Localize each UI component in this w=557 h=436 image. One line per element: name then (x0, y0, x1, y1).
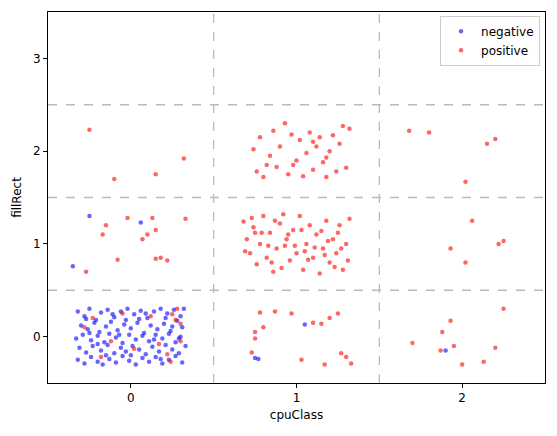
svg-text:positive: positive (481, 44, 528, 58)
svg-text:0: 0 (33, 330, 41, 344)
svg-text:cpuClass: cpuClass (270, 408, 323, 422)
svg-text:fillRect: fillRect (10, 177, 24, 218)
svg-text:1: 1 (293, 391, 301, 405)
svg-text:0: 0 (127, 391, 135, 405)
svg-text:3: 3 (33, 52, 41, 66)
svg-text:2: 2 (33, 144, 41, 158)
svg-text:negative: negative (481, 25, 533, 39)
svg-text:2: 2 (458, 391, 466, 405)
svg-text:1: 1 (33, 237, 41, 251)
